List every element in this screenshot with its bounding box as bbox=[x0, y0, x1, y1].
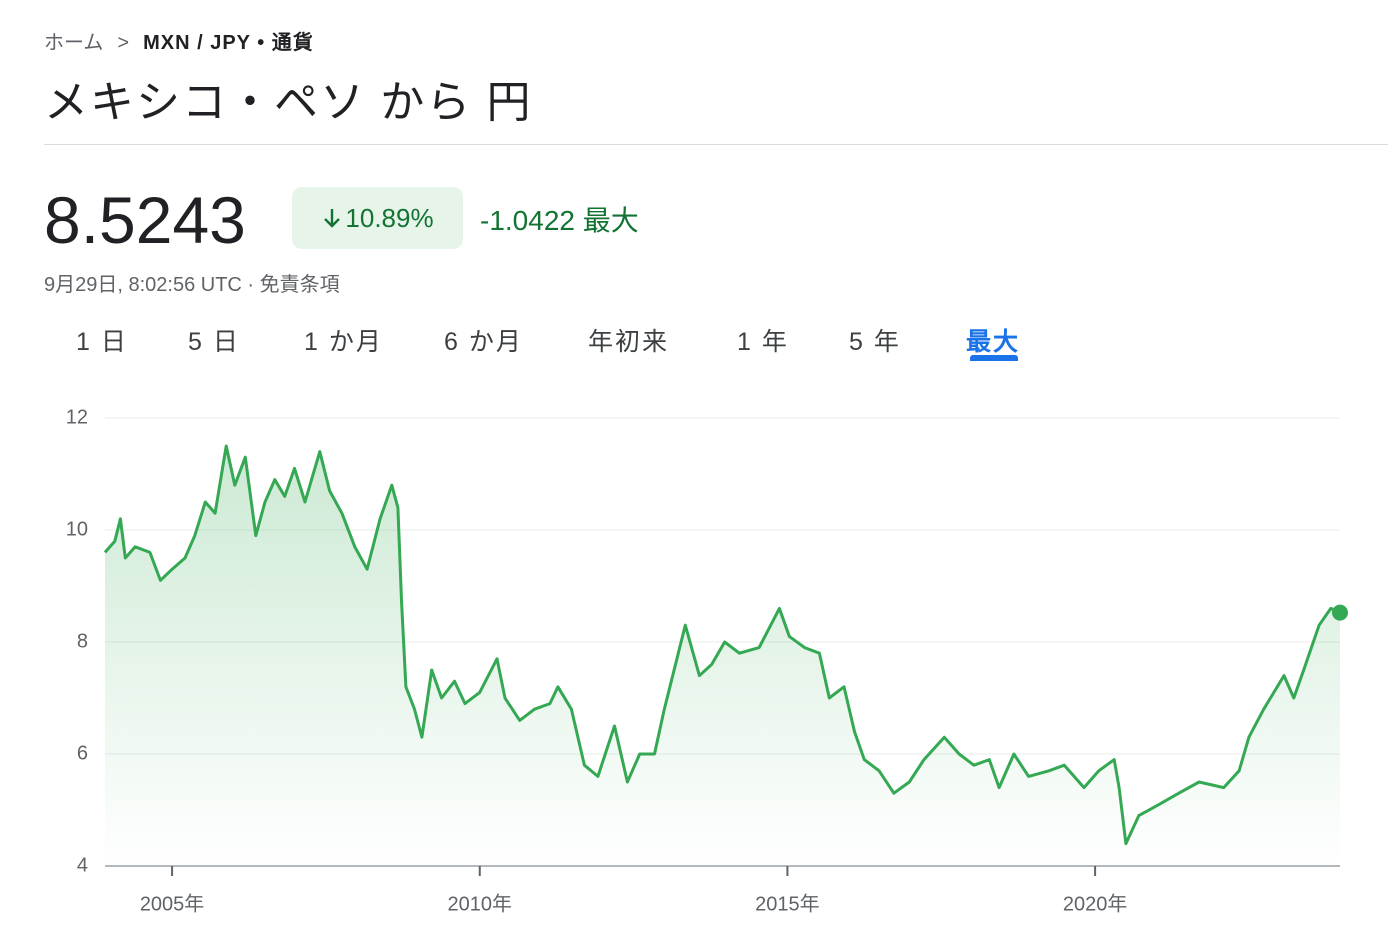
range-tab[interactable]: 5 日 bbox=[188, 328, 240, 356]
disclaimer[interactable]: 免責条項 bbox=[259, 274, 340, 296]
range-tab[interactable]: 1 か月 bbox=[304, 328, 383, 356]
y-tick-label: 6 bbox=[77, 742, 88, 764]
breadcrumb-separator: > bbox=[117, 32, 130, 54]
breadcrumb-category: 通貨 bbox=[271, 32, 314, 54]
active-tab-indicator bbox=[970, 355, 1018, 361]
down-arrow bbox=[324, 209, 341, 228]
change-percent: 10.89% bbox=[345, 202, 434, 233]
x-tick-label: 2010年 bbox=[447, 892, 512, 915]
y-tick-label: 8 bbox=[77, 630, 88, 652]
range-tab[interactable]: 年初来 bbox=[588, 328, 670, 356]
chart: 4 6 8 10 12 2005年 2010年 2015年 2020年 bbox=[66, 406, 1348, 915]
change: -1.0422 最大 bbox=[480, 199, 639, 239]
breadcrumb-home[interactable]: ホーム bbox=[44, 32, 104, 54]
range-tab[interactable]: 6 か月 bbox=[444, 328, 523, 356]
range-tab[interactable]: 5 年 bbox=[849, 328, 901, 356]
last-point bbox=[1332, 604, 1348, 621]
area bbox=[105, 446, 1340, 866]
divider bbox=[44, 144, 1388, 145]
range-tab[interactable]: 1 年 bbox=[737, 328, 789, 356]
x-tick-label: 2015年 bbox=[755, 892, 820, 915]
range-tab[interactable]: 1 日 bbox=[76, 328, 128, 356]
change-chip: 10.89% bbox=[292, 187, 463, 249]
price-line bbox=[103, 444, 1341, 846]
range-tab[interactable]: 最大 bbox=[966, 328, 1021, 356]
y-tick-label: 12 bbox=[66, 406, 88, 428]
y-tick-label: 4 bbox=[77, 854, 88, 876]
timestamp-line: 9月29日, 8:02:56 UTC · 免責条項 bbox=[44, 274, 340, 296]
breadcrumb-dot: • bbox=[250, 32, 272, 54]
x-tick-label: 2020年 bbox=[1063, 892, 1128, 915]
x-tick-label: 2005年 bbox=[140, 892, 205, 915]
breadcrumb: ホーム > MXN / JPY • 通貨 bbox=[44, 26, 314, 55]
change-value: -1.0422 bbox=[480, 205, 575, 236]
y-tick-label: 10 bbox=[66, 518, 88, 540]
price: 8.5243 bbox=[44, 183, 246, 257]
page-title: メキシコ・ペソ から 円 bbox=[44, 78, 533, 127]
timestamp: 9月29日, 8:02:56 UTC bbox=[44, 274, 242, 296]
change-period: 最大 bbox=[582, 205, 639, 236]
breadcrumb-current: MXN / JPY bbox=[143, 32, 251, 54]
